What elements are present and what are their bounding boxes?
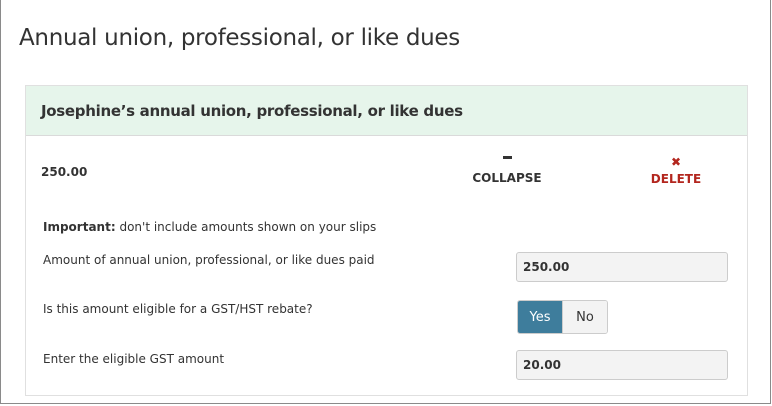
important-note: Important: don't include amounts shown o… [43,220,376,234]
card-title: Josephine’s annual union, professional, … [41,102,463,120]
delete-button[interactable]: ✖ DELETE [646,156,706,187]
dues-label: Amount of annual union, professional, or… [43,253,375,267]
delete-label: DELETE [650,172,702,186]
gst-amount-input[interactable] [516,350,728,380]
important-strong: Important: [43,220,116,234]
minus-icon [502,156,512,159]
close-icon: ✖ [670,155,682,169]
card-header: Josephine’s annual union, professional, … [26,86,747,136]
gst-label: Enter the eligible GST amount [43,352,225,366]
page-title: Annual union, professional, or like dues [19,25,460,51]
dues-card: Josephine’s annual union, professional, … [25,85,748,396]
collapse-label: COLLAPSE [472,171,542,185]
dues-amount-input[interactable] [516,252,728,282]
yes-option[interactable]: Yes [518,301,562,333]
no-option[interactable]: No [562,301,607,333]
rebate-label: Is this amount eligible for a GST/HST re… [43,302,313,316]
summary-amount: 250.00 [41,165,88,179]
collapse-button[interactable]: COLLAPSE [472,156,542,186]
important-text: don't include amounts shown on your slip… [115,220,377,234]
rebate-toggle[interactable]: Yes No [517,300,608,334]
